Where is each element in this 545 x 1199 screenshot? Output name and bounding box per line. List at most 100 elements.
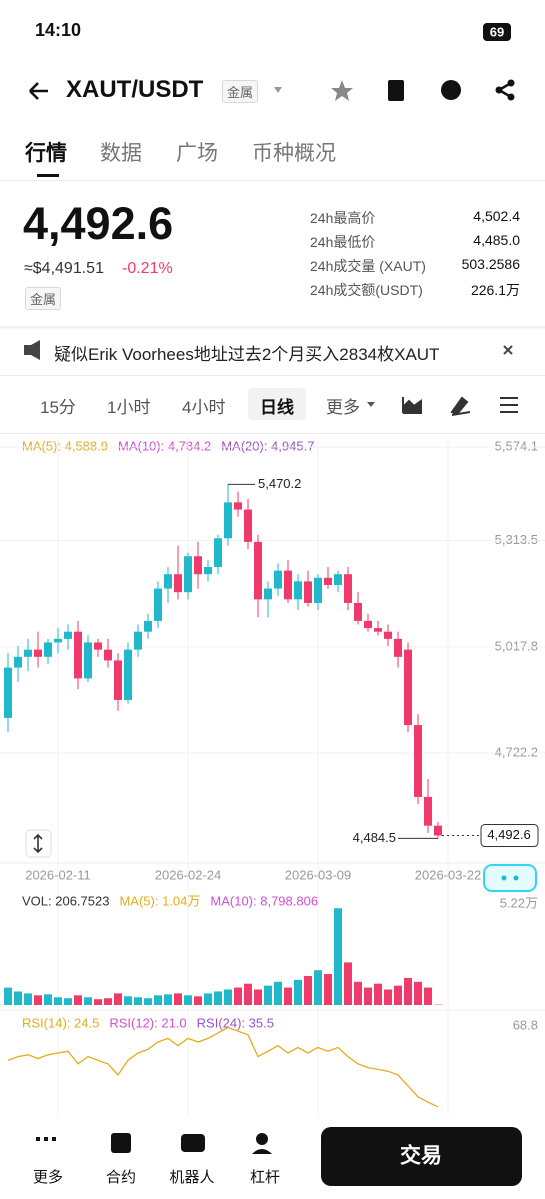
settings-icon[interactable] — [500, 397, 518, 413]
candle-body — [104, 649, 112, 661]
tab-underline — [37, 174, 59, 177]
interval[interactable]: 日线 — [260, 398, 294, 417]
nav-item[interactable]: 更多 — [32, 1169, 63, 1186]
x-tick-label: 2026-02-24 — [155, 867, 222, 882]
volume-bar — [64, 998, 72, 1005]
nav-item[interactable]: 杠杆 — [249, 1169, 280, 1186]
nav-item[interactable]: 合约 — [105, 1169, 136, 1186]
candle-body — [234, 502, 242, 510]
interval[interactable]: 4小时 — [182, 398, 226, 417]
robot-icon[interactable] — [181, 1134, 205, 1152]
candle-body — [354, 602, 362, 621]
volume-bar — [194, 996, 202, 1005]
tab[interactable]: 行情 — [25, 142, 67, 165]
stat-value: 4,485.0 — [473, 232, 520, 248]
candle-body — [184, 556, 192, 593]
tab[interactable]: 数据 — [100, 142, 142, 165]
candle-body — [24, 649, 32, 657]
candle-body — [34, 649, 42, 657]
candle-body — [74, 631, 82, 679]
volume-bar — [334, 908, 342, 1005]
more-caret — [367, 402, 375, 407]
volume-bar — [364, 987, 372, 1005]
stat-label: 24h最低价 — [310, 234, 376, 250]
volume-bar — [174, 993, 182, 1005]
volume-bar — [224, 989, 232, 1005]
candle-body — [214, 538, 222, 568]
legend-item: MA(20): 4,945.7 — [221, 438, 314, 453]
tab[interactable]: 币种概况 — [252, 142, 336, 165]
candle-body — [304, 581, 312, 603]
bot-icon[interactable] — [441, 80, 461, 100]
volume-bar — [94, 999, 102, 1005]
book-icon[interactable] — [388, 80, 404, 101]
volume-bar — [144, 998, 152, 1005]
volume-bar — [394, 985, 402, 1005]
volume-bar — [184, 995, 192, 1005]
volume-bar — [234, 987, 242, 1005]
chart-type-icon[interactable] — [402, 397, 422, 414]
volume-bar — [314, 970, 322, 1005]
candle-body — [264, 588, 272, 600]
candle-body — [194, 556, 202, 575]
candle-body — [274, 570, 282, 589]
volume-bar — [214, 991, 222, 1005]
volume-bar — [254, 989, 262, 1005]
volume-bar — [264, 985, 272, 1005]
volume-bar — [414, 981, 422, 1005]
candle-body — [244, 509, 252, 542]
legend-item: RSI(12): 21.0 — [109, 1015, 186, 1030]
y-tick-label: 68.8 — [513, 1017, 538, 1032]
candle-body — [144, 620, 152, 632]
last-price: 4,492.6 — [23, 198, 174, 249]
close-icon[interactable] — [503, 345, 513, 355]
back-icon[interactable] — [29, 82, 48, 100]
candle-body — [314, 577, 322, 603]
legend-item: MA(10): 4,784.2 — [118, 438, 211, 453]
last-price-box — [480, 824, 539, 848]
candle-body — [114, 660, 122, 700]
legend-item: MA(5): 4,588.9 — [22, 438, 108, 453]
volume-bar — [24, 993, 32, 1005]
scroll-latest-button[interactable] — [483, 864, 537, 892]
fiat-price: ≈$4,491.51 — [24, 260, 104, 277]
legend-item: RSI(14): 24.5 — [22, 1015, 99, 1030]
candle-body — [44, 642, 52, 657]
candle-body — [324, 577, 332, 585]
y-tick-label: 5.22万 — [500, 895, 538, 910]
annotation-label: 4,484.5 — [353, 830, 396, 845]
volume-bar — [384, 989, 392, 1005]
candle-body — [424, 796, 432, 826]
rsi-line — [7, 1026, 439, 1108]
trade-label[interactable]: 交易 — [400, 1144, 442, 1168]
stat-label: 24h成交量 (XAUT) — [310, 258, 426, 274]
dropdown-icon[interactable] — [274, 87, 282, 93]
volume-bar — [164, 994, 172, 1005]
battery — [483, 23, 511, 41]
candle-body — [394, 638, 402, 657]
volume-bar — [134, 997, 142, 1005]
tab[interactable]: 广场 — [176, 142, 218, 165]
interval[interactable]: 15分 — [40, 398, 76, 417]
interval[interactable]: 更多 — [326, 398, 360, 417]
candle-body — [374, 628, 382, 632]
volume-bar — [4, 987, 12, 1005]
margin-icon[interactable] — [256, 1133, 268, 1145]
news[interactable]: 疑似Erik Voorhees地址过去2个月买入2834枚XAUT — [54, 345, 440, 364]
candle-body — [124, 649, 132, 700]
draw-icon[interactable] — [450, 396, 471, 416]
volume-bar — [14, 991, 22, 1005]
asset-tag: 金属 — [25, 287, 62, 310]
y-tick-label: 5,574.1 — [495, 438, 538, 453]
trade-button[interactable] — [321, 1127, 522, 1186]
candle-body — [224, 502, 232, 539]
stat-value: 503.2586 — [461, 256, 520, 272]
volume-bar — [124, 996, 132, 1005]
candle-body — [254, 541, 262, 600]
star-icon[interactable] — [331, 80, 353, 101]
futures-icon[interactable] — [111, 1133, 131, 1153]
nav-item[interactable]: 机器人 — [169, 1169, 215, 1186]
change: -0.21% — [122, 260, 173, 277]
stat-label: 24h最高价 — [310, 210, 376, 226]
interval[interactable]: 1小时 — [107, 398, 151, 417]
